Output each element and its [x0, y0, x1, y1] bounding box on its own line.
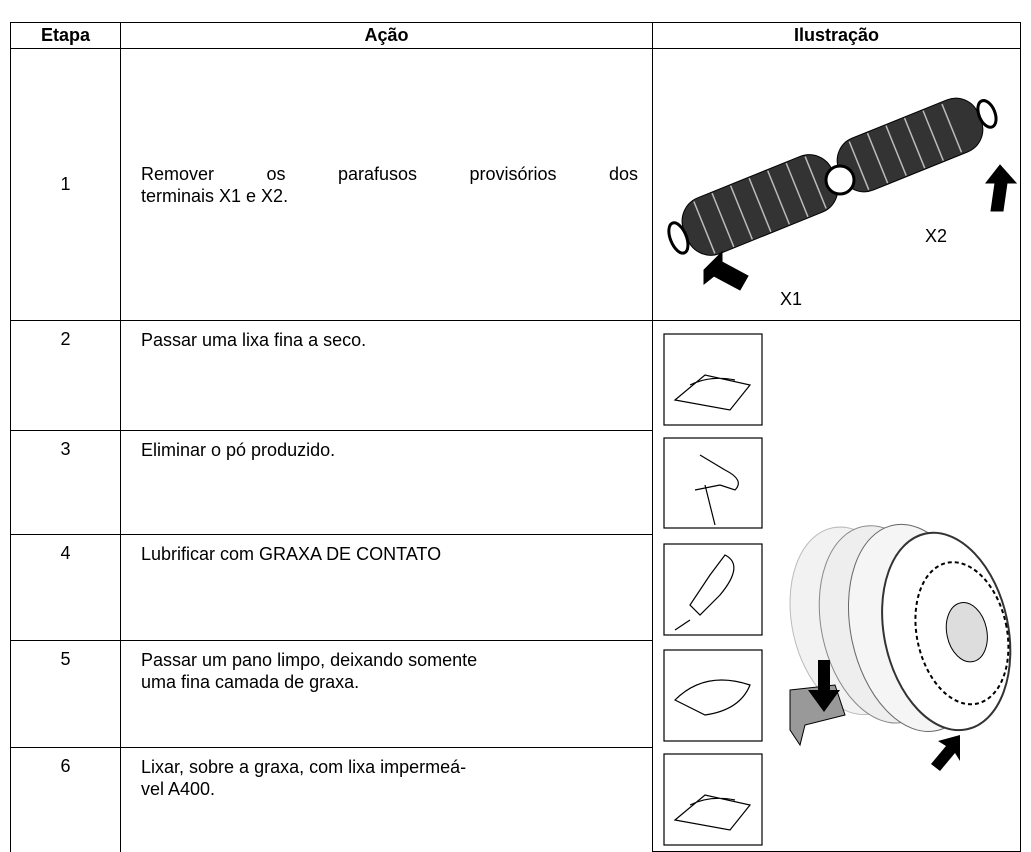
- action-cell: Passar um pano limpo, deixando somente um…: [120, 640, 653, 748]
- step-cell: 6: [10, 747, 121, 852]
- step-cell: 2: [10, 320, 121, 431]
- table-row: 2 Passar uma lixa fina a seco.: [10, 320, 1021, 852]
- action-cell: Eliminar o pó produzido.: [120, 430, 653, 535]
- header-cell: Etapa: [10, 22, 121, 49]
- header-cell: Ação: [120, 22, 653, 49]
- action-line: uma fina camada de graxa.: [141, 672, 360, 692]
- action-cell: Lubrificar com GRAXA DE CONTATO: [120, 534, 653, 641]
- procedure-table: Etapa Ação Ilustração 1 Remover os parafu…: [10, 22, 1021, 852]
- action-line: Passar um pano limpo, deixando somente: [141, 650, 478, 670]
- illustration-cell: [652, 48, 1021, 321]
- action-line: Remover os parafusos provisórios dos: [141, 163, 638, 184]
- table-row: 6 Lixar, sobre a graxa, com lixa impermeá…: [10, 747, 1021, 852]
- step-cell: 3: [10, 430, 121, 535]
- action-cell: Remover os parafusos provisórios dos term…: [120, 48, 653, 321]
- action-line: Lubrificar com GRAXA DE CONTATO: [141, 544, 442, 564]
- action-line: vel A400.: [141, 779, 216, 799]
- step-cell: 5: [10, 640, 121, 748]
- table-row: 5 Passar um pano limpo, deixando somente u…: [10, 640, 1021, 748]
- action-line: terminais X1 e X2.: [141, 185, 289, 206]
- action-line: Lixar, sobre a graxa, com lixa impermeá-: [141, 757, 467, 777]
- header-row: Etapa Ação Ilustração: [10, 22, 1021, 49]
- table-row: 3 Eliminar o pó produzido.: [10, 430, 1021, 535]
- header-cell: Ilustração: [652, 22, 1021, 49]
- illustration-cell: [652, 320, 1021, 852]
- action-cell: Lixar, sobre a graxa, com lixa impermeá-…: [120, 747, 653, 852]
- table-row: 1 Remover os parafusos provisórios dos ter…: [10, 48, 1021, 321]
- action-line: Passar uma lixa fina a seco.: [141, 330, 367, 350]
- action-cell: Passar uma lixa fina a seco.: [120, 320, 653, 431]
- action-line: Eliminar o pó produzido.: [141, 440, 336, 460]
- step-cell: 1: [10, 48, 121, 321]
- step-cell: 4: [10, 534, 121, 641]
- table-body: 1 Remover os parafusos provisórios dos ter…: [10, 48, 1021, 852]
- table-row: 4 Lubrificar com GRAXA DE CONTATO: [10, 534, 1021, 641]
